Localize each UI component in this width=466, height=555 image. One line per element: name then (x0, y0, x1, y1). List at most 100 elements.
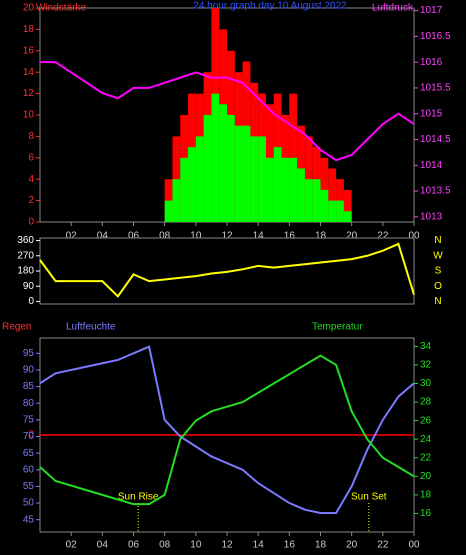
y-tick-label: 360 (17, 235, 34, 246)
x-tick-label: 18 (315, 540, 327, 551)
wind-bar (195, 136, 204, 222)
wind-bar (289, 93, 298, 222)
y-tick-label: 270 (17, 250, 34, 261)
wind-bar (304, 179, 313, 222)
y-tick-label: 30 (420, 378, 432, 389)
y-tick-label: 1013.5 (420, 186, 451, 197)
temperature-label: Temperatur (312, 322, 363, 333)
x-tick-label: 20 (346, 231, 358, 242)
y-tick-label: 34 (420, 341, 432, 352)
wind-bar (336, 200, 344, 222)
x-tick-label: 04 (97, 540, 109, 551)
y-tick-label: 20 (420, 471, 432, 482)
annotation: Sun Rise (118, 492, 159, 503)
wind-bar (188, 147, 196, 222)
y-tick-label: 55 (23, 481, 35, 492)
wind-bar (242, 125, 251, 222)
temperature-line (39, 354, 415, 506)
x-tick-label: 08 (159, 231, 171, 242)
y-tick-label: 8 (28, 131, 34, 142)
wind-bar (258, 136, 266, 222)
x-tick-label: 12 (221, 231, 233, 242)
rain-label: Regen (2, 322, 31, 333)
wind-bar (164, 200, 173, 222)
y-tick-label: 18 (23, 24, 35, 35)
wind-bar (312, 179, 321, 222)
x-tick-label: 22 (377, 231, 389, 242)
y-tick-label: 90 (23, 365, 35, 376)
x-tick-label: 04 (97, 231, 109, 242)
wind-bar (211, 93, 220, 222)
y-tick-label: 1014 (420, 160, 443, 171)
y-tick-label: 0 (28, 217, 34, 228)
wind-direction-line (39, 242, 415, 298)
y-tick-label: 28 (420, 397, 432, 408)
pressure-line (40, 61, 415, 162)
wind-bar (265, 157, 274, 222)
wind-bar (289, 157, 298, 222)
annotation: Sun Set (351, 492, 387, 503)
y-tick-label: 180 (17, 266, 34, 277)
x-tick-label: 20 (346, 540, 358, 551)
wind-bar (320, 189, 329, 222)
direction-label: N (434, 235, 441, 246)
y-tick-label: 80 (23, 398, 35, 409)
y2-axis-title: Luftdruck (372, 3, 414, 14)
x-tick-label: 02 (66, 231, 78, 242)
wind-bar (343, 189, 352, 222)
x-tick-label: 00 (408, 231, 420, 242)
y-tick-label: 16 (23, 45, 35, 56)
y-tick-label: 1017 (420, 5, 443, 16)
y-tick-label: 22 (420, 452, 432, 463)
x-tick-label: 10 (190, 231, 202, 242)
y-tick-label: 65 (23, 448, 35, 459)
x-tick-label: 14 (253, 231, 265, 242)
wind-bar (297, 168, 305, 222)
y-tick-label: 85 (23, 381, 35, 392)
direction-label: W (433, 250, 443, 261)
chart-title: 24 hour graph day 10 August 2022 (193, 1, 347, 12)
y-tick-label: 1015.5 (420, 83, 451, 94)
y-tick-label: 12 (23, 88, 35, 99)
direction-label: O (434, 281, 442, 292)
direction-label: N (434, 296, 441, 307)
y-tick-label: 75 (23, 414, 35, 425)
x-tick-label: 08 (159, 540, 171, 551)
y-tick-label: 10 (23, 110, 35, 121)
x-tick-label: 16 (284, 231, 296, 242)
y-tick-label: 1015 (420, 108, 443, 119)
y-tick-label: 90 (23, 281, 35, 292)
y-tick-label: 18 (420, 490, 432, 501)
wind-bar (180, 157, 189, 222)
x-tick-label: 16 (284, 540, 296, 551)
y-tick-label: 0 (28, 296, 34, 307)
x-tick-label: 06 (128, 231, 140, 242)
x-tick-label: 02 (66, 540, 78, 551)
y-tick-label: 32 (420, 360, 432, 371)
wind-bar (250, 136, 259, 222)
x-tick-label: 00 (408, 540, 420, 551)
y-tick-label: 60 (23, 464, 35, 475)
humidity-line (39, 345, 415, 515)
wind-bar (343, 211, 352, 222)
y-tick-label: 16 (420, 508, 432, 519)
y-tick-label: 95 (23, 348, 35, 359)
humidity-label: Luftfeuchte (66, 322, 116, 333)
x-tick-label: 12 (221, 540, 233, 551)
y-tick-label: 45 (23, 514, 35, 525)
wind-bar (234, 125, 243, 222)
direction-label: S (435, 266, 442, 277)
wind-bar (328, 168, 337, 222)
y-tick-label: 2 (28, 195, 34, 206)
x-tick-label: 10 (190, 540, 202, 551)
y-tick-label: 4 (28, 174, 34, 185)
y-tick-label: 1013 (420, 211, 443, 222)
y-tick-label: 50 (23, 498, 35, 509)
wind-bar (281, 157, 290, 222)
y-tick-label: 70 (23, 431, 35, 442)
wind-bar (172, 179, 181, 222)
wind-bar (227, 115, 235, 222)
rain-tick-label: 0 (28, 430, 34, 441)
y-tick-label: 14 (23, 67, 35, 78)
